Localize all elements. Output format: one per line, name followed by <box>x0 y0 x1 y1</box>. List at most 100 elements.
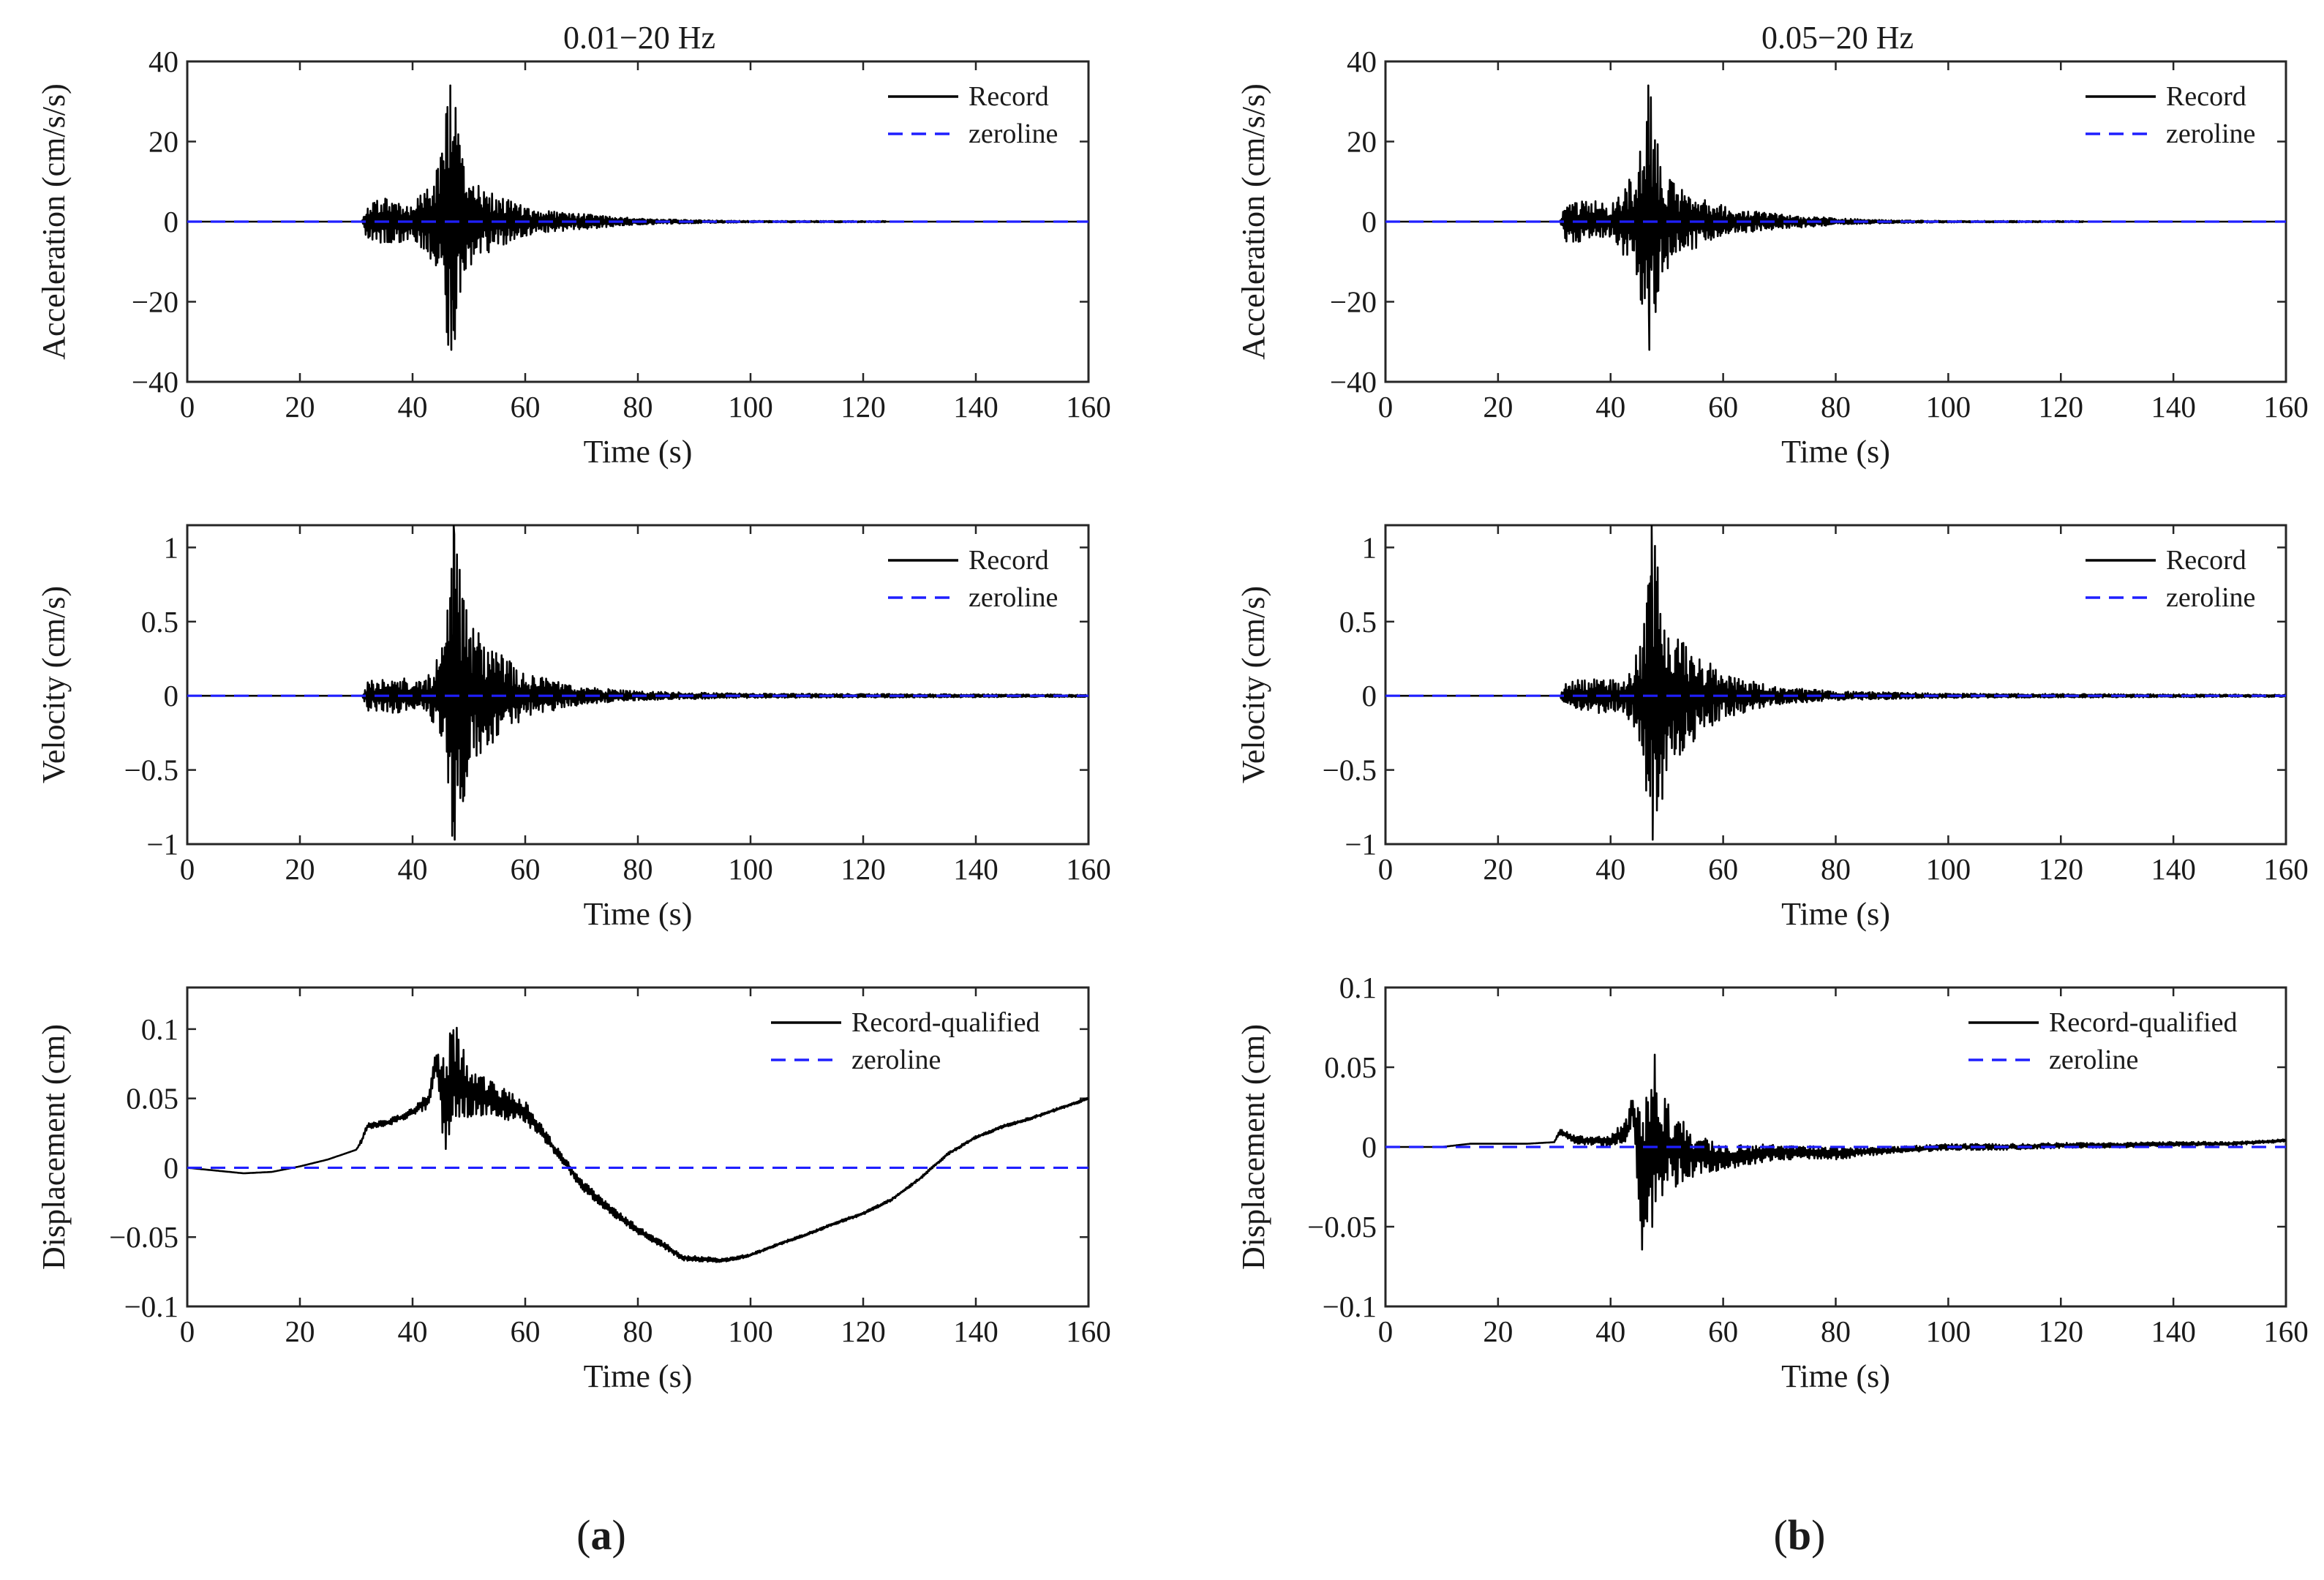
panel-b-velocity-ytick-label: −0.5 <box>1323 753 1377 787</box>
panel-b-acceleration-xtick-label: 60 <box>1708 390 1738 424</box>
panel-a-velocity-xtick-label: 140 <box>953 852 999 886</box>
panel-b-velocity-xlabel: Time (s) <box>1781 896 1890 932</box>
panel-b-displacement-ytick-label: −0.05 <box>1307 1210 1377 1244</box>
panel-b-displacement-ytick-label: 0.1 <box>1339 971 1377 1004</box>
panel-a-displacement-ytick-label: 0.05 <box>126 1082 178 1116</box>
panel-a-acceleration-xtick-label: 40 <box>398 390 428 424</box>
panel-a-acceleration-xlabel: Time (s) <box>584 434 693 470</box>
panel-b-velocity-xtick-label: 20 <box>1483 852 1513 886</box>
panel-a-displacement-xtick-label: 120 <box>841 1314 886 1348</box>
panel-a-displacement-ytick-label: −0.05 <box>109 1220 178 1254</box>
panel-b-displacement-xtick-label: 60 <box>1708 1314 1738 1348</box>
panel-b-acceleration-ylabel: Acceleration (cm/s/s) <box>1236 83 1271 360</box>
panel-a-displacement-ylabel: Displacement (cm) <box>36 1024 72 1270</box>
panel-a-velocity: 0 20 40 60 80 100 120 140 160 −1 −0.5 0 0.5 1 Time (s)… <box>36 524 1111 932</box>
panel-b-acceleration-ytick-label: −20 <box>1330 285 1377 319</box>
panel-a-displacement-xtick-label: 0 <box>180 1314 195 1348</box>
panel-a-acceleration-xtick-label: 20 <box>285 390 315 424</box>
panel-b-acceleration-xlabel: Time (s) <box>1781 434 1890 470</box>
panel-b-displacement-ylabel: Displacement (cm) <box>1236 1024 1271 1270</box>
panel-b-acceleration-ytick-label: −40 <box>1330 365 1377 399</box>
panel-b-acceleration: 0 20 40 60 80 100 120 140 160 −40 −20 0 20 40 Time (s)… <box>1236 45 2309 470</box>
panel-b-velocity-legend-zeroline-label: zeroline <box>2166 582 2255 613</box>
panel-b-velocity-legend-record-label: Record <box>2166 545 2246 576</box>
panel-label-b-letter: b <box>1788 1511 1811 1559</box>
panel-b-acceleration-xtick-label: 160 <box>2263 390 2309 424</box>
panel-a-displacement-xtick-label: 100 <box>728 1314 773 1348</box>
panel-a-velocity-ytick-label: 1 <box>164 530 179 564</box>
panel-b-velocity-xtick-label: 60 <box>1708 852 1738 886</box>
panel-b-displacement-ytick-label: 0 <box>1362 1130 1377 1164</box>
panel-a-displacement-xtick-label: 80 <box>623 1314 653 1348</box>
panel-a-displacement-xlabel: Time (s) <box>584 1358 693 1394</box>
panel-a-displacement-xtick-label: 20 <box>285 1314 315 1348</box>
panel-a-displacement-traces <box>187 1026 1088 1263</box>
panel-b-acceleration-xtick-label: 80 <box>1821 390 1851 424</box>
panel-a-velocity-xtick-label: 0 <box>180 852 195 886</box>
panel-b-velocity-xtick-label: 0 <box>1378 852 1394 886</box>
panel-a-velocity-xtick-label: 80 <box>623 852 653 886</box>
panel-b-displacement-xlabel: Time (s) <box>1781 1358 1890 1394</box>
panel-b-acceleration-xtick-label: 120 <box>2039 390 2084 424</box>
panel-b-acceleration-ytick-label: 40 <box>1347 45 1377 78</box>
panel-b-displacement-xtick-label: 160 <box>2263 1314 2309 1348</box>
panel-a-velocity-xtick-label: 60 <box>511 852 541 886</box>
panel-a-velocity-xtick-label: 40 <box>398 852 428 886</box>
panel-a-velocity-ytick-label: 0 <box>164 679 179 712</box>
panel-b-velocity-ytick-label: 1 <box>1362 530 1377 564</box>
panel-a-velocity-xlabel: Time (s) <box>584 896 693 932</box>
panel-b-velocity-xtick-label: 40 <box>1595 852 1625 886</box>
panel-a-velocity-traces <box>187 525 1088 841</box>
panel-b-acceleration-ytick-label: 20 <box>1347 125 1377 159</box>
panel-b-acceleration-traces <box>1385 84 2286 351</box>
panel-b-displacement-xtick-label: 40 <box>1595 1314 1625 1348</box>
panel-a-velocity-xtick-label: 100 <box>728 852 773 886</box>
panel-b-displacement-xtick-label: 20 <box>1483 1314 1513 1348</box>
panel-b-acceleration-xtick-label: 0 <box>1378 390 1394 424</box>
panel-b-displacement-xtick-label: 120 <box>2039 1314 2084 1348</box>
panel-a-displacement-ytick-label: −0.1 <box>124 1290 178 1323</box>
panel-label-b: (b) <box>1774 1511 1826 1559</box>
panel-b-displacement-xtick-label: 100 <box>1926 1314 1971 1348</box>
panel-a-acceleration-xtick-label: 120 <box>841 390 886 424</box>
panel-a-displacement-ytick-label: 0 <box>164 1151 179 1184</box>
panel-a-acceleration-xtick-label: 160 <box>1066 390 1111 424</box>
panel-b-velocity-ytick-label: −1 <box>1345 827 1377 861</box>
panel-a-displacement-xtick-label: 60 <box>511 1314 541 1348</box>
panel-a-velocity-xtick-label: 160 <box>1066 852 1111 886</box>
panel-a-displacement-xtick-label: 40 <box>398 1314 428 1348</box>
panel-b-velocity-xtick-label: 80 <box>1821 852 1851 886</box>
panel-b-displacement-ytick-label: 0.05 <box>1324 1050 1377 1084</box>
panel-b-acceleration-xtick-label: 40 <box>1595 390 1625 424</box>
panel-a-velocity-xtick-label: 120 <box>841 852 886 886</box>
panel-a-displacement: 0 20 40 60 80 100 120 140 160 −0.1 −0.05 0 0.05 0.1 Ti… <box>36 986 1111 1394</box>
panel-b-displacement-xtick-label: 0 <box>1378 1314 1394 1348</box>
panel-b-velocity: 0 20 40 60 80 100 120 140 160 −1 −0.5 0 0.5 1 Time (s)… <box>1236 524 2309 932</box>
panel-a-velocity-ylabel: Velocity (cm/s) <box>36 586 72 783</box>
column-title-b: 0.05−20 Hz <box>1761 20 1914 56</box>
panel-b-displacement-legend-zeroline-label: zeroline <box>2049 1045 2138 1075</box>
panel-a-displacement-xtick-label: 160 <box>1066 1314 1111 1348</box>
panel-a-acceleration-legend-record-label: Record <box>969 81 1049 112</box>
panel-a-velocity-ytick-label: −0.5 <box>124 753 178 787</box>
panel-b-velocity-ytick-label: 0 <box>1362 679 1377 712</box>
panel-a-acceleration-ylabel: Acceleration (cm/s/s) <box>36 83 72 360</box>
panel-b-displacement-traces <box>1385 1053 2286 1251</box>
panel-a-acceleration-xtick-label: 140 <box>953 390 999 424</box>
panel-a-acceleration-ytick-label: −20 <box>132 285 178 319</box>
panel-b-displacement: 0 20 40 60 80 100 120 140 160 −0.1 −0.05 0 0.05 0.1 Ti… <box>1236 971 2309 1394</box>
panel-b-velocity-xtick-label: 140 <box>2151 852 2196 886</box>
panel-label-a-letter: a <box>591 1511 612 1559</box>
panel-a-acceleration-ytick-label: 0 <box>164 205 179 238</box>
panel-b-velocity-xtick-label: 160 <box>2263 852 2309 886</box>
panel-b-velocity-xtick-label: 100 <box>1926 852 1971 886</box>
panel-b-displacement-xtick-label: 140 <box>2151 1314 2196 1348</box>
panel-a-velocity-xtick-label: 20 <box>285 852 315 886</box>
panel-a-acceleration-xtick-label: 100 <box>728 390 773 424</box>
panel-b-velocity-ylabel: Velocity (cm/s) <box>1236 586 1271 783</box>
panel-a-displacement-legend-zeroline-label: zeroline <box>851 1045 941 1075</box>
panel-b-acceleration-xtick-label: 20 <box>1483 390 1513 424</box>
panel-label-a: (a) <box>576 1511 626 1559</box>
panel-a-displacement-xtick-label: 140 <box>953 1314 999 1348</box>
